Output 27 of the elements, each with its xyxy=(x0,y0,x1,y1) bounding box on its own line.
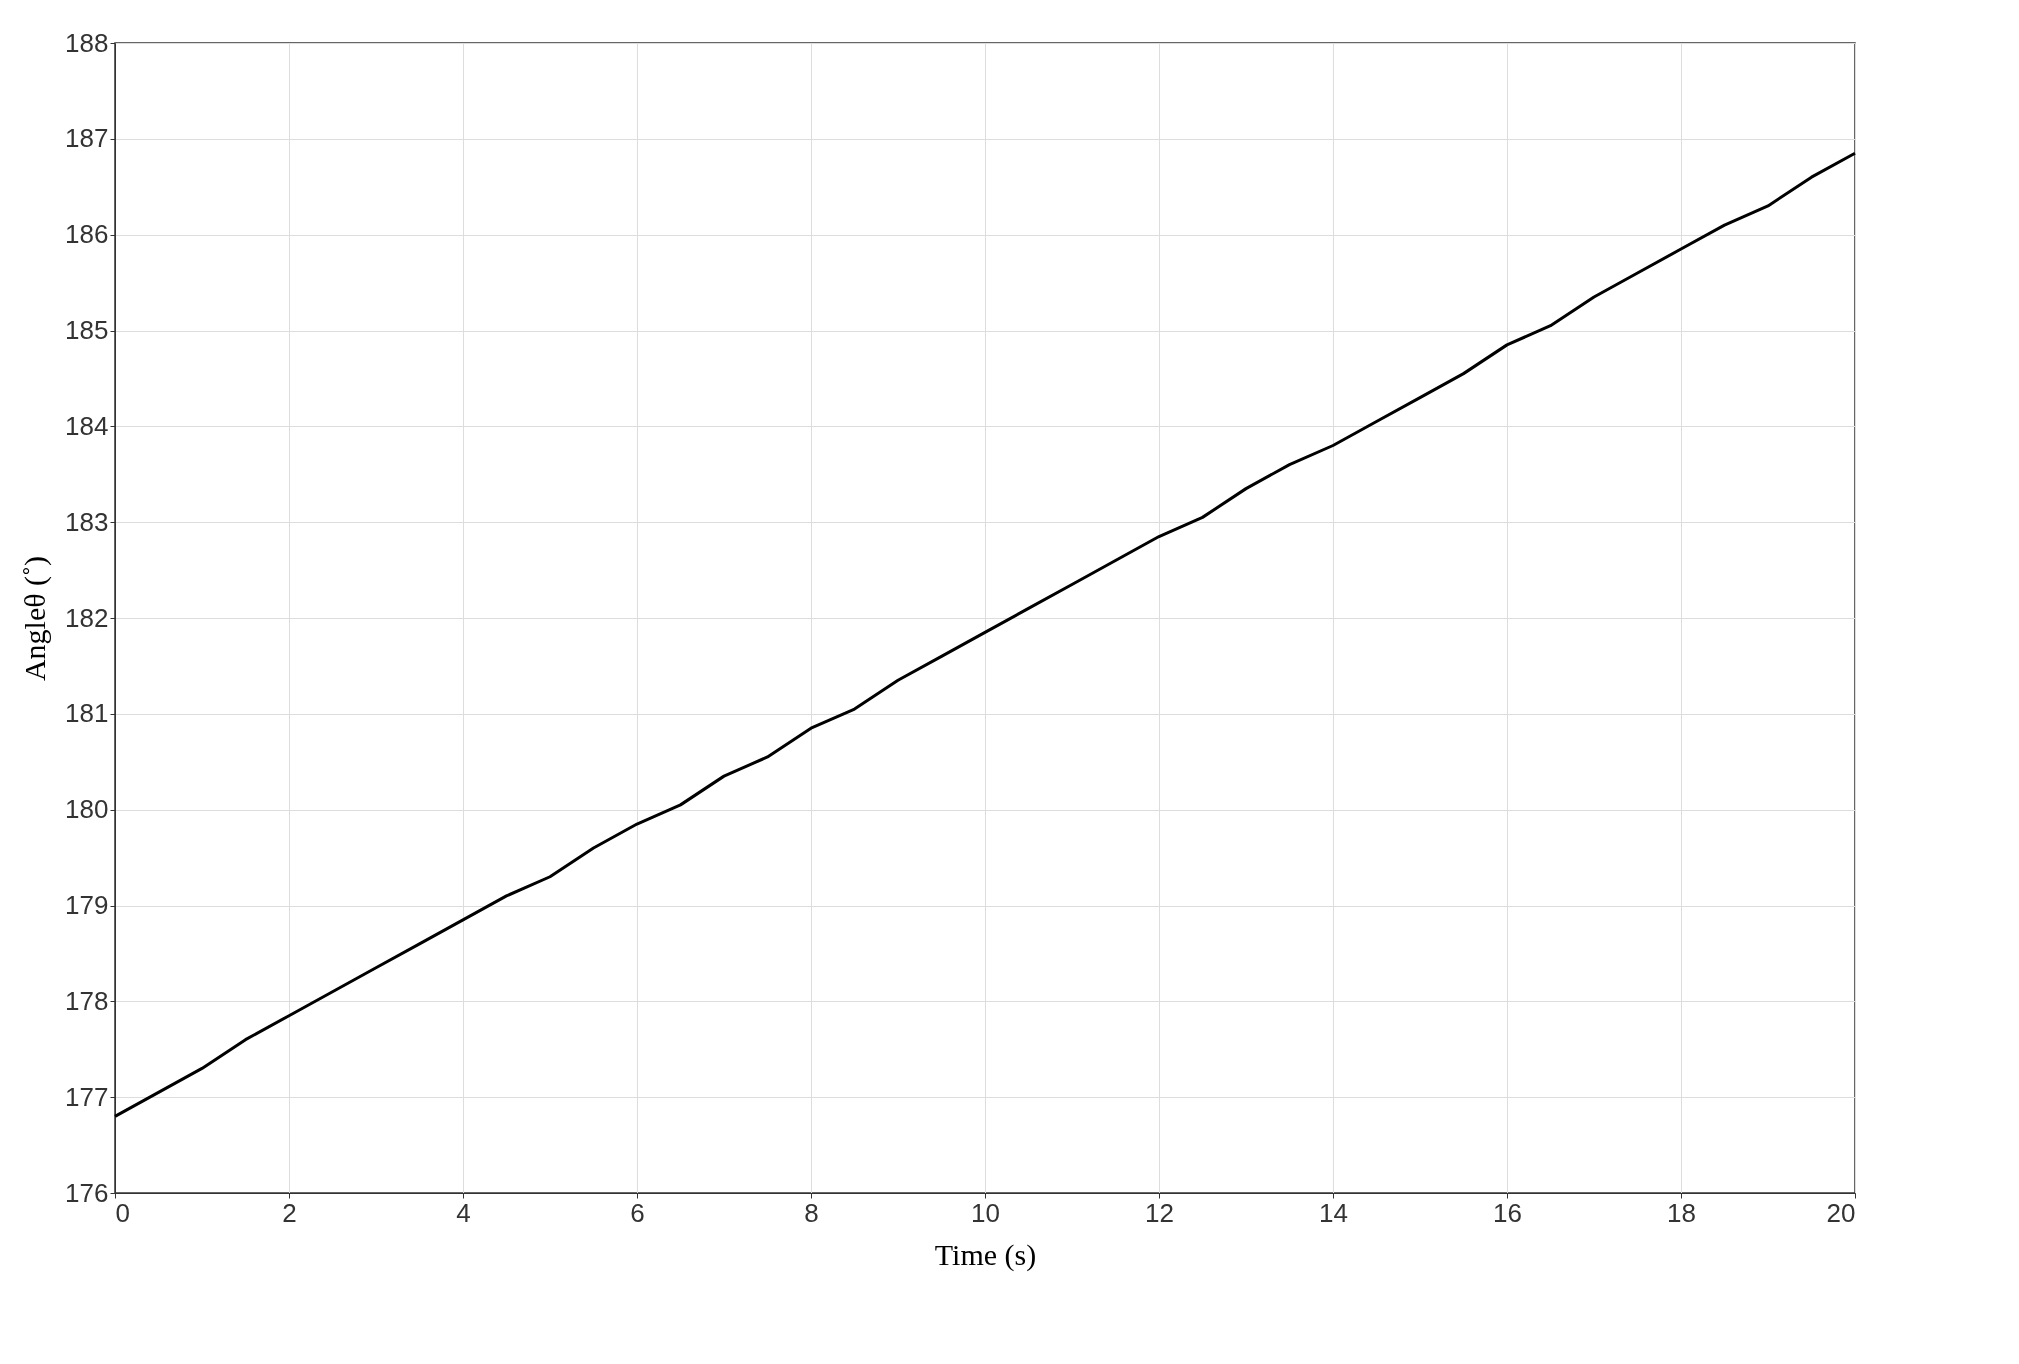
x-tick-label: 4 xyxy=(456,1197,471,1228)
y-tick-label: 178 xyxy=(65,985,109,1016)
x-tick-label: 6 xyxy=(630,1197,645,1228)
x-tick-label: 2 xyxy=(282,1197,297,1228)
x-tick-label: 20 xyxy=(1826,1197,1856,1228)
y-tick-label: 185 xyxy=(65,315,109,345)
y-tick-label: 188 xyxy=(65,27,109,58)
x-tick-label: 0 xyxy=(115,1197,130,1228)
y-tick-label: 181 xyxy=(65,698,109,729)
y-tick-label: 187 xyxy=(65,123,109,154)
y-tick-label: 183 xyxy=(65,506,109,537)
x-tick-label: 10 xyxy=(971,1197,1000,1228)
y-tick-label: 177 xyxy=(65,1081,109,1112)
y-tick-label: 184 xyxy=(65,410,109,441)
line-series xyxy=(113,151,1857,1118)
x-tick-label: 14 xyxy=(1319,1197,1348,1228)
y-tick-label: 180 xyxy=(65,794,109,825)
y-tick-label: 182 xyxy=(65,602,109,633)
y-tick-label: 186 xyxy=(65,219,109,250)
y-tick-label: 176 xyxy=(65,1177,109,1208)
y-axis-title: Angleθ (˚) xyxy=(18,555,53,682)
x-tick-label: 18 xyxy=(1667,1197,1696,1228)
x-tick-label: 8 xyxy=(804,1197,819,1228)
x-tick-label: 16 xyxy=(1493,1197,1522,1228)
x-tick-label: 12 xyxy=(1145,1197,1174,1228)
x-axis-title: Time (s) xyxy=(934,1237,1037,1272)
y-tick-label: 179 xyxy=(65,890,109,920)
